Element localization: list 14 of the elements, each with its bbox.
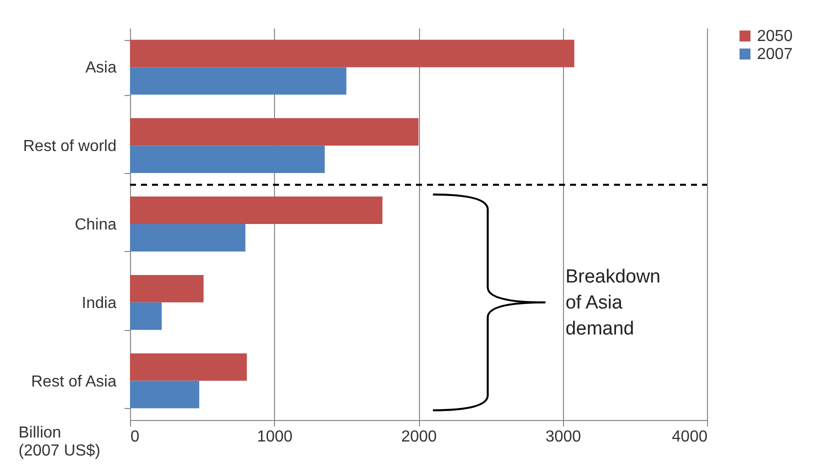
y-tick-label: India xyxy=(82,294,117,312)
x-tick-label: 0 xyxy=(130,428,140,446)
y-tick-label: Asia xyxy=(85,60,117,77)
y-tick-label: Rest of world xyxy=(23,138,116,156)
x-tick-label: 4000 xyxy=(672,428,708,446)
legend-label: 2050 xyxy=(757,28,793,45)
x-tick-label: 2000 xyxy=(401,428,437,446)
x-tick-label: 3000 xyxy=(545,428,582,446)
annotation: Breakdown of Asia demand xyxy=(565,266,661,340)
legend-label: 2007 xyxy=(757,46,793,63)
x-tick-label: 1000 xyxy=(256,428,293,446)
x-axis-title: Billion (2007 US$) xyxy=(18,424,100,460)
y-tick-label: China xyxy=(74,216,117,234)
y-tick-label: Rest of Asia xyxy=(31,373,117,390)
